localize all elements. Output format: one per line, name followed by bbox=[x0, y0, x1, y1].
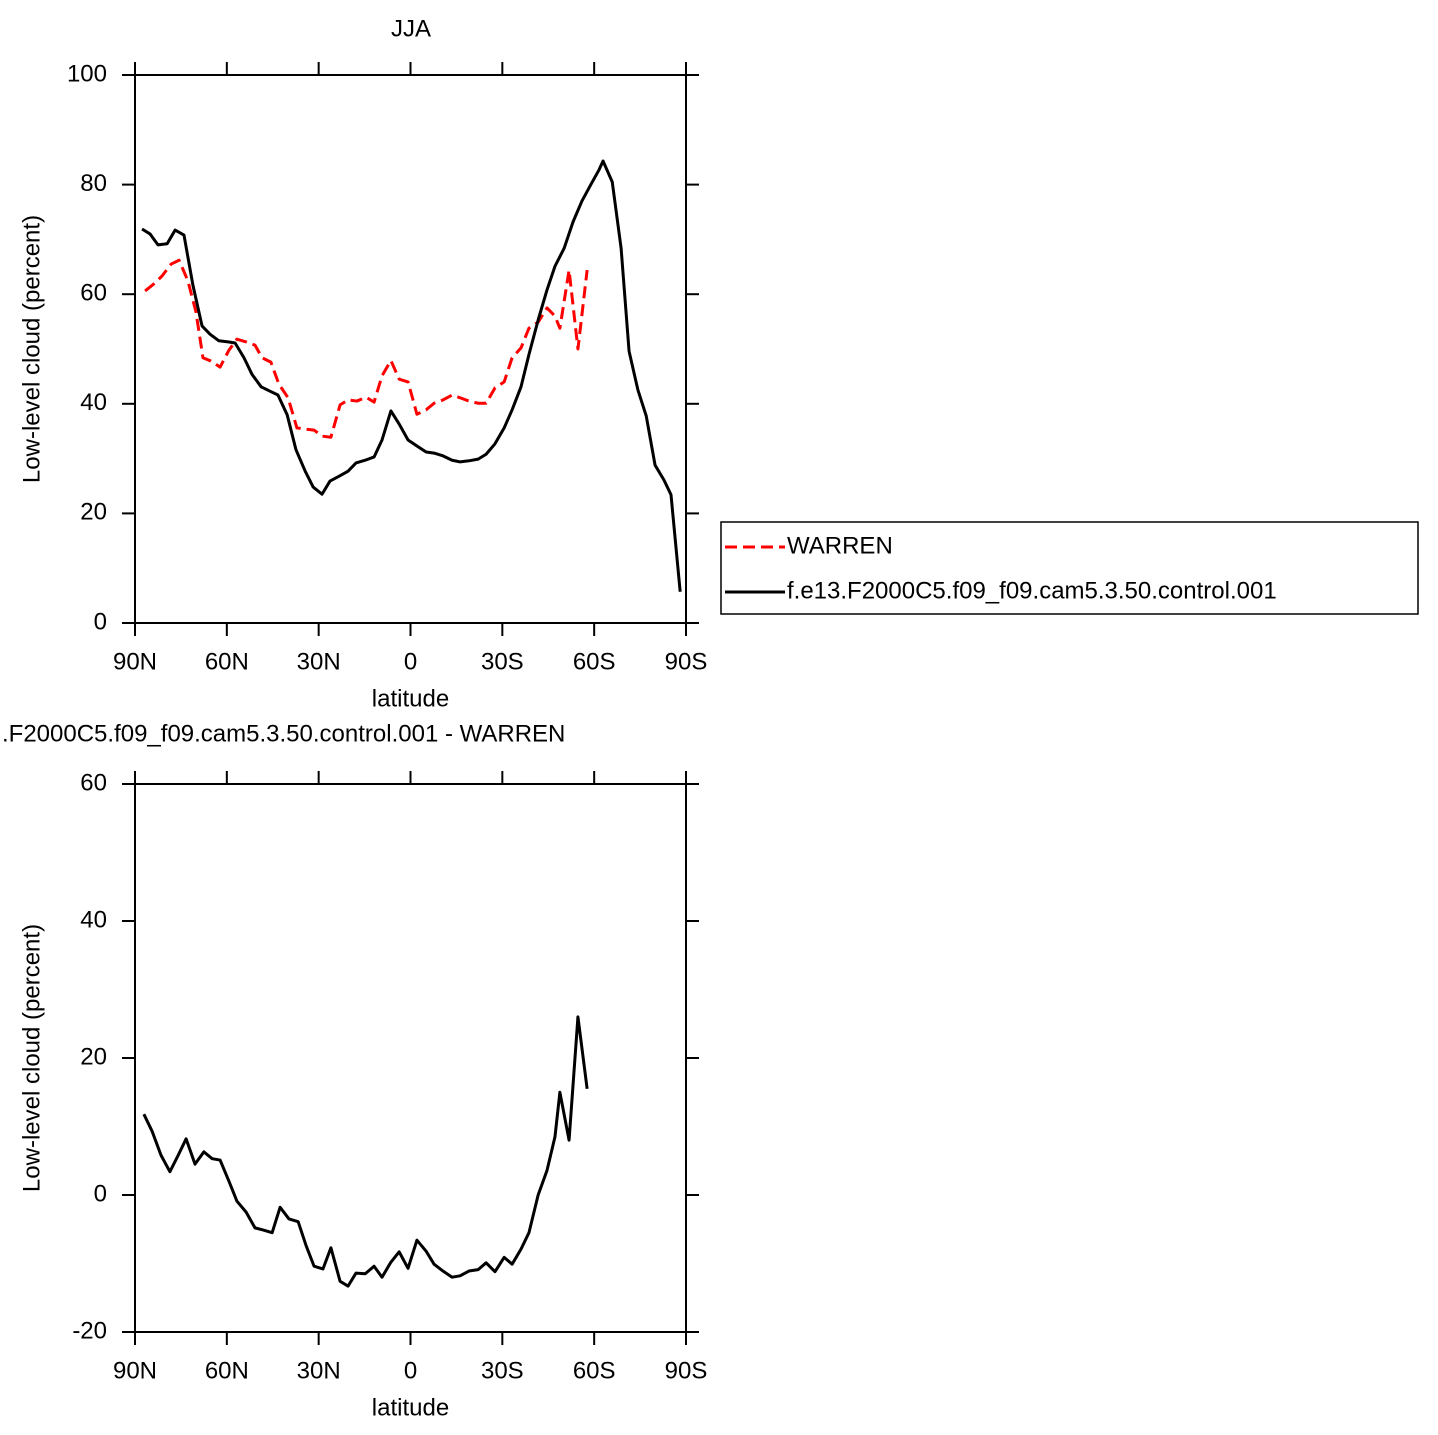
plot-frame bbox=[134, 74, 687, 624]
y-tick-label: 0 bbox=[94, 1180, 107, 1207]
y-tick-label: 40 bbox=[80, 389, 107, 416]
data-line bbox=[142, 1015, 589, 1288]
x-tick-label: 60N bbox=[205, 1357, 249, 1384]
x-tick-label: 60S bbox=[573, 1357, 616, 1384]
y-tick-label: 20 bbox=[80, 1043, 107, 1070]
x-tick-label: 30N bbox=[297, 1357, 341, 1384]
x-axis-label: latitude bbox=[372, 685, 449, 712]
plot-frame bbox=[134, 783, 687, 1333]
x-tick-label: 60N bbox=[205, 648, 249, 675]
x-tick-label: 90S bbox=[665, 1357, 708, 1384]
x-tick-label: 90S bbox=[665, 648, 708, 675]
data-line bbox=[144, 258, 589, 439]
x-tick-label: 0 bbox=[404, 648, 417, 675]
data-line bbox=[141, 159, 682, 592]
y-axis-label: Low-level cloud (percent) bbox=[18, 924, 45, 1192]
legend-label: f.e13.F2000C5.f09_f09.cam5.3.50.control.… bbox=[787, 577, 1277, 604]
chart-title: JJA bbox=[391, 15, 431, 42]
x-axis-label: latitude bbox=[372, 1394, 449, 1421]
x-tick-label: 90N bbox=[113, 1357, 157, 1384]
x-tick-label: 30S bbox=[481, 1357, 524, 1384]
y-tick-label: 80 bbox=[80, 170, 107, 197]
x-tick-label: 90N bbox=[113, 648, 157, 675]
y-tick-label: 40 bbox=[80, 906, 107, 933]
y-tick-label: 60 bbox=[80, 769, 107, 796]
x-tick-label: 30S bbox=[481, 648, 524, 675]
y-tick-label: 0 bbox=[94, 608, 107, 635]
x-tick-label: 60S bbox=[573, 648, 616, 675]
y-tick-label: 20 bbox=[80, 499, 107, 526]
legend-box bbox=[720, 521, 1419, 615]
legend-label: WARREN bbox=[787, 532, 893, 559]
y-tick-label: -20 bbox=[72, 1317, 107, 1344]
x-tick-label: 30N bbox=[297, 648, 341, 675]
y-tick-label: 100 bbox=[67, 60, 107, 87]
chart-title: .F2000C5.f09_f09.cam5.3.50.control.001 -… bbox=[2, 720, 565, 747]
y-axis-label: Low-level cloud (percent) bbox=[18, 215, 45, 483]
x-tick-label: 0 bbox=[404, 1357, 417, 1384]
y-tick-label: 60 bbox=[80, 280, 107, 307]
